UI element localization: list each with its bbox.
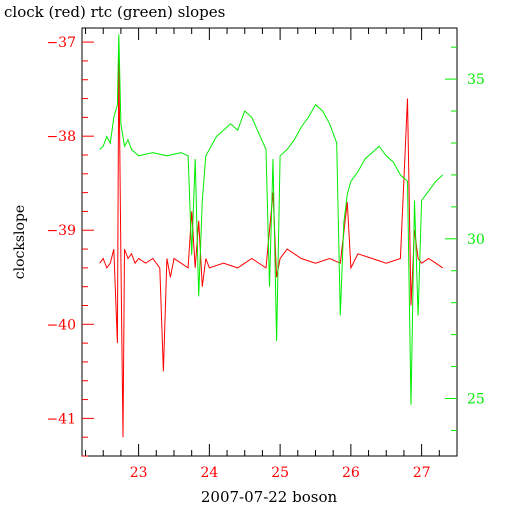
right-axis: 35 30 25 bbox=[445, 46, 485, 431]
right-tick-label: 25 bbox=[467, 392, 485, 408]
left-tick-label: −41 bbox=[46, 411, 76, 427]
y-axis-label: clockslope bbox=[12, 205, 28, 279]
x-tick-label: 23 bbox=[130, 465, 148, 481]
clock-series-line bbox=[99, 51, 444, 438]
x-tick-label: 27 bbox=[413, 465, 431, 481]
series-layer bbox=[99, 34, 444, 438]
bottom-axis: 23 24 25 26 27 bbox=[85, 28, 458, 481]
x-tick-label: 24 bbox=[200, 465, 218, 481]
x-axis-label: 2007-07-22 boson bbox=[201, 488, 338, 506]
chart-title: clock (red) rtc (green) slopes bbox=[4, 3, 225, 21]
left-tick-label: −40 bbox=[46, 317, 76, 333]
left-axis: −37 −38 −39 −40 −41 bbox=[46, 35, 94, 457]
left-tick-label: −37 bbox=[46, 35, 76, 51]
right-tick-label: 30 bbox=[467, 232, 485, 248]
x-tick-label: 26 bbox=[342, 465, 360, 481]
left-tick-label: −38 bbox=[46, 129, 76, 145]
x-tick-label: 25 bbox=[271, 465, 289, 481]
right-tick-label: 35 bbox=[467, 72, 485, 88]
left-tick-label: −39 bbox=[46, 223, 76, 239]
plot-frame bbox=[81, 27, 458, 457]
rtc-series-line bbox=[99, 34, 444, 405]
